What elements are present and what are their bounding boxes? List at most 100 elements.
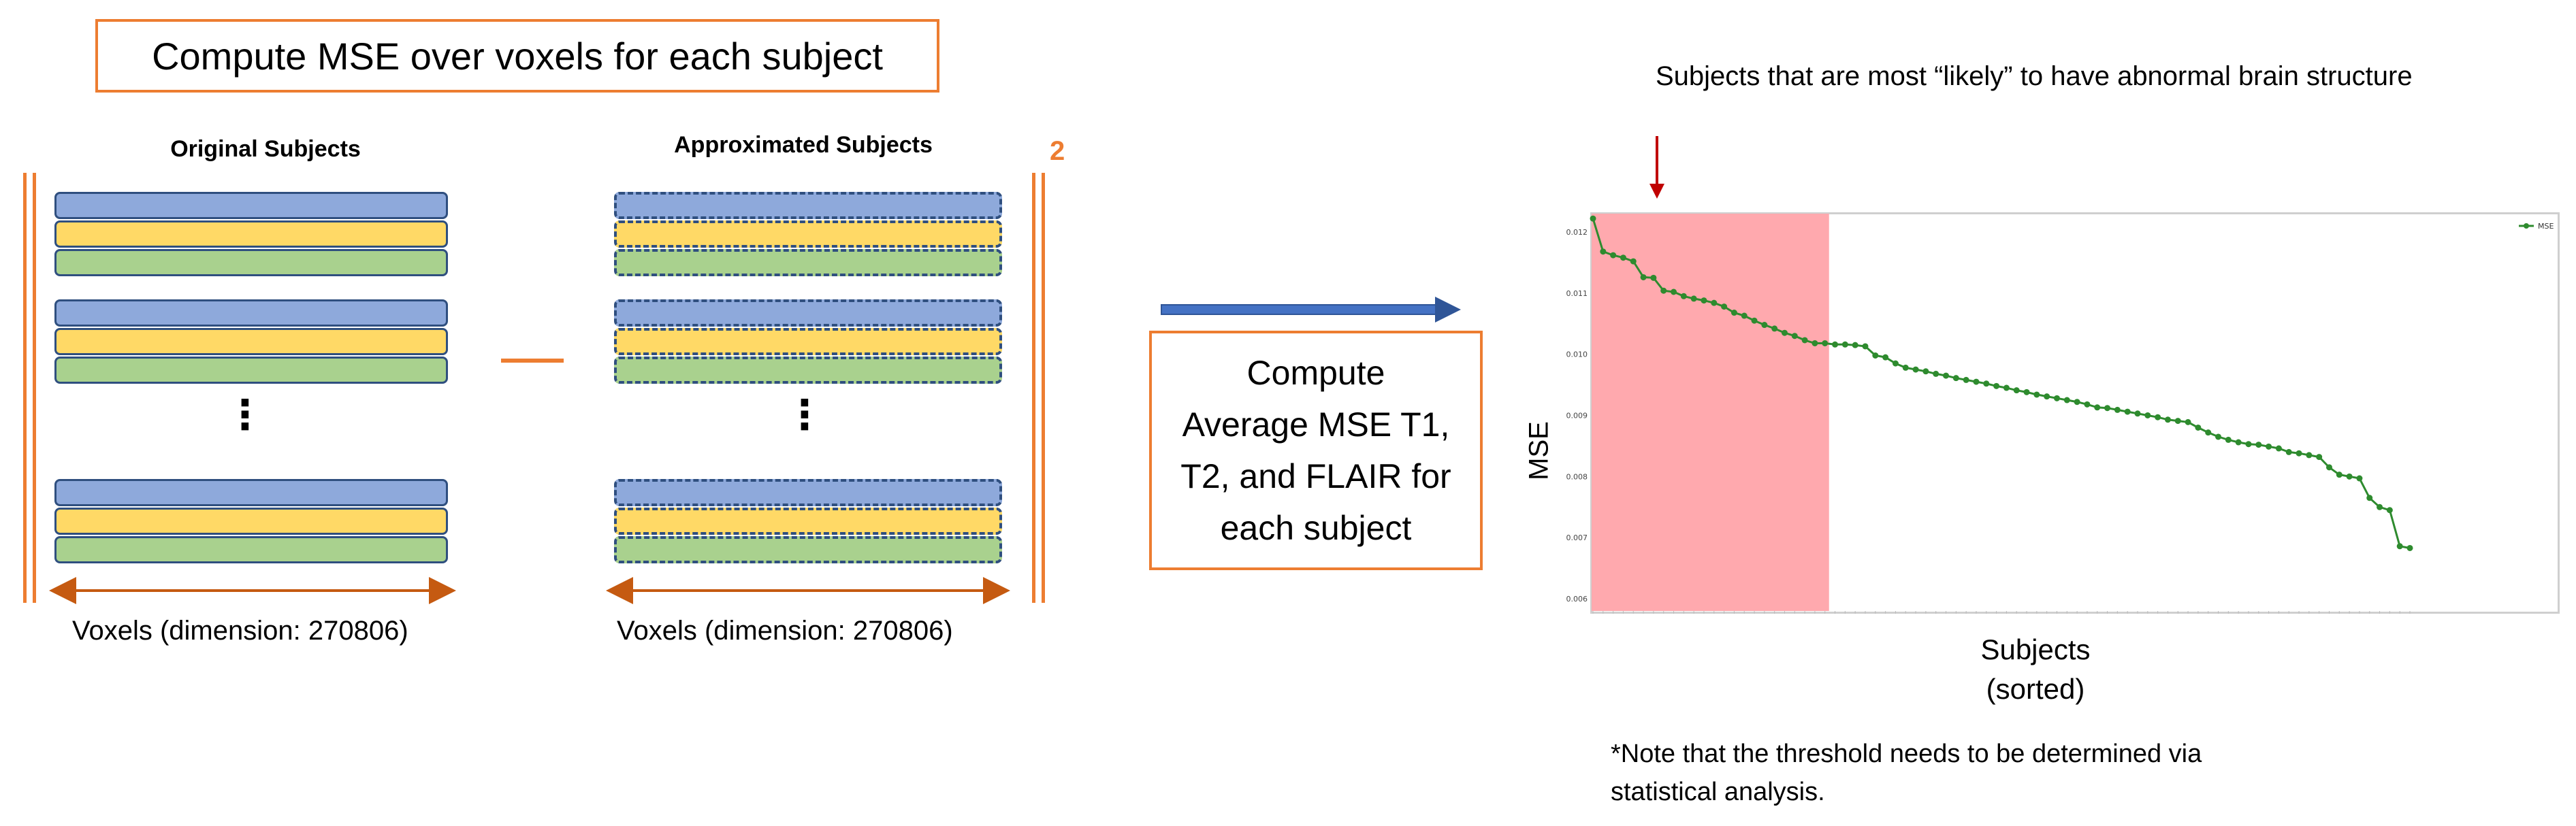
y-tick-label: 0.011 (1566, 289, 1588, 298)
mse-data-point (1801, 337, 1808, 344)
mse-data-point (2094, 404, 2101, 411)
approx-bar-t2 (614, 220, 1002, 248)
header-title-box: Compute MSE over voxels for each subject (95, 19, 939, 93)
mse-data-point (1902, 364, 1909, 371)
y-tick-label: 0.008 (1566, 472, 1588, 481)
compute-line: Compute (1246, 354, 1385, 392)
original-bar-t1 (54, 192, 448, 219)
mse-data-point (1983, 380, 1990, 387)
mse-data-point (2255, 442, 2262, 448)
mse-data-point (1973, 378, 1980, 385)
mse-data-point (2377, 503, 2383, 510)
mse-data-point (2336, 472, 2342, 478)
mse-data-point (2063, 397, 2070, 403)
mse-data-point (1741, 312, 1748, 319)
mse-data-point (2044, 393, 2050, 400)
mse-data-point (2215, 433, 2222, 440)
original-bar-t1 (54, 299, 448, 327)
mse-data-point (2084, 401, 2091, 408)
approx-bar-t2 (614, 508, 1002, 535)
original-bar-flair (54, 249, 448, 276)
mse-data-point (2033, 391, 2040, 398)
mse-data-point (2285, 448, 2292, 455)
mse-data-point (1993, 382, 2000, 389)
abnormal-annotation: Subjects that are most “likely” to have … (1656, 61, 2413, 91)
mse-data-point (2205, 429, 2212, 436)
mse-data-point (2306, 452, 2313, 459)
mse-data-point (1620, 254, 1626, 261)
mse-data-point (1791, 333, 1798, 340)
mse-data-point (1771, 325, 1778, 332)
mse-data-point (1933, 370, 1939, 377)
y-tick-label: 0.007 (1566, 533, 1588, 542)
compute-line: T2, and FLAIR for (1180, 457, 1451, 495)
mse-data-point (1841, 341, 1848, 348)
mse-data-point (2225, 436, 2232, 443)
mse-data-point (2266, 443, 2272, 450)
voxel-arrows (49, 577, 1010, 604)
original-bar-t2 (54, 220, 448, 248)
compute-line: Average MSE T1, (1182, 406, 1450, 444)
mse-data-point (1872, 352, 1879, 359)
mse-data-point (1650, 274, 1657, 281)
y-tick-label: 0.009 (1566, 411, 1588, 420)
mse-data-point (2185, 418, 2191, 425)
mse-data-point (1721, 303, 1728, 310)
mse-series-line (1592, 218, 2411, 549)
y-tick-label: 0.012 (1566, 228, 1588, 237)
y-axis-label: MSE (1524, 421, 1554, 480)
original-bar-t2 (54, 328, 448, 355)
mse-data-point (1963, 376, 1969, 383)
approx-voxels-label: Voxels (dimension: 270806) (617, 616, 953, 646)
mse-data-point (2124, 408, 2131, 415)
y-tick-label: 0.006 (1566, 595, 1588, 604)
mse-data-point (2366, 495, 2373, 501)
approx-bar-t1 (614, 299, 1002, 327)
header-title: Compute MSE over voxels for each subject (152, 34, 883, 78)
note-line: *Note that the threshold needs to be det… (1611, 740, 2202, 768)
mse-data-point (1680, 293, 1687, 299)
approx-bar-t1 (614, 479, 1002, 506)
mse-data-point (1711, 299, 1718, 306)
note-line: statistical analysis. (1611, 778, 1825, 806)
mse-data-point (1922, 368, 1929, 375)
mse-data-point (1832, 341, 1839, 348)
mse-data-point (1690, 295, 1697, 302)
mse-data-point (1892, 360, 1899, 367)
norm-bar-right-inner (1032, 173, 1035, 603)
mse-data-point (2013, 387, 2020, 394)
y-axis-label-wrap: MSE (1509, 421, 1570, 480)
mse-data-point (1812, 340, 1818, 346)
mse-data-point (1640, 274, 1647, 280)
norm-bar-left-outer (23, 173, 27, 603)
mse-data-point (2164, 416, 2171, 423)
norm-bar-left-inner (33, 173, 36, 603)
threshold-note: *Note that the threshold needs to be det… (1611, 735, 2202, 811)
approximated-subjects-title: Approximated Subjects (674, 132, 933, 158)
compute-line: each subject (1220, 509, 1412, 547)
original-bar-t1 (54, 479, 448, 506)
original-subjects-title: Original Subjects (170, 136, 361, 162)
mse-data-point (2356, 475, 2363, 482)
mse-data-point (2053, 395, 2060, 401)
original-bar-flair (54, 357, 448, 384)
original-voxels-label: Voxels (dimension: 270806) (72, 616, 408, 646)
flow-arrow (1161, 297, 1461, 323)
mse-data-point (2316, 454, 2323, 461)
mse-data-point (2406, 544, 2413, 551)
compute-average-mse-box: Compute Average MSE T1, T2, and FLAIR fo… (1149, 331, 1483, 570)
mse-data-point (2144, 412, 2151, 418)
y-tick-label: 0.010 (1566, 350, 1588, 359)
mse-data-point (2346, 473, 2353, 480)
mse-data-point (1781, 329, 1788, 336)
mse-data-point (1610, 252, 1617, 259)
mse-data-point (1862, 343, 1869, 350)
mse-data-point (2114, 406, 2121, 413)
squared-exponent: 2 (1050, 136, 1065, 166)
approx-bar-t2 (614, 328, 1002, 355)
mse-data-point (1943, 372, 1950, 379)
mse-data-point (2134, 410, 2141, 417)
mse-chart: 0.012 0.011 0.010 0.009 0.008 0.007 0.006 MSE (1566, 214, 2554, 614)
mse-data-point (1852, 342, 1858, 348)
x-axis-label: Subjects (sorted) (1980, 633, 2091, 705)
